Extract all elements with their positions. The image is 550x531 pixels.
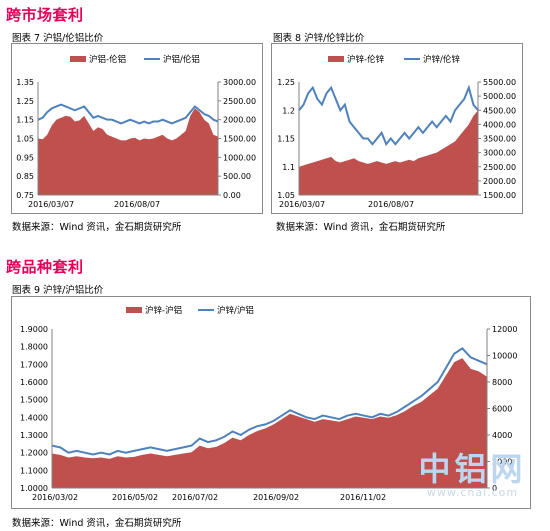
legend-label-area: 沪锌-沪铝: [145, 305, 182, 316]
chart-frame-fig9: 1.0000 1.1000 1.2000 1.3000 1.4000 1.5000 1.60…: [11, 296, 531, 509]
x-tick-label: 2016/05/02: [112, 493, 158, 502]
watermark-logo: 中铝网 www.cnal.com: [418, 450, 527, 499]
y-right-tick-label: 6000: [492, 405, 512, 414]
y-right-tick-label: 0.00: [223, 191, 241, 200]
y-left-tick-label: 0.75: [16, 191, 34, 200]
y-right-tick-label: 2000.00: [223, 116, 256, 125]
y-right-tick-label: 4000: [492, 431, 512, 440]
x-tick-label: 2016/11/02: [340, 493, 386, 502]
x-tick-label: 2016/08/07: [114, 200, 160, 209]
y-left-tick-label: 1.25: [16, 97, 34, 106]
y-right-tick-label: 0: [492, 484, 497, 493]
y-right-tick-label: 8000: [492, 378, 512, 387]
legend-swatch-area: [70, 56, 86, 62]
y-left-tick-label: 1.05: [277, 191, 295, 200]
y-left-tick-label: 1.05: [16, 135, 34, 144]
data-source-bottom: 数据来源：Wind 资讯，金石期货研究所: [12, 518, 182, 529]
y-left-tick-label: 1.1000: [20, 466, 48, 475]
legend-label-line: 沪锌/伦锌: [423, 54, 460, 65]
series-line-fig8: [298, 84, 479, 147]
y-right-tick-label: 4000.00: [483, 120, 516, 129]
y-left-tick-label: 1.5000: [20, 396, 48, 405]
y-right-tick-label: 10000: [492, 352, 517, 361]
x-tick-label: 2016/09/02: [253, 493, 299, 502]
y-right-tick-label: 3000.00: [223, 78, 256, 87]
x-tick-label: 2016/03/07: [28, 200, 74, 209]
legend-label-line: 沪锌/沪铝: [217, 305, 254, 316]
y-right-tick-label: 2500.00: [223, 97, 256, 106]
y-right-tick-label: 2000.00: [483, 177, 516, 186]
legend-swatch-area: [126, 307, 142, 313]
y-left-tick-label: 1.1: [282, 163, 295, 172]
y-right-tick-label: 5000.00: [483, 92, 516, 101]
y-right-tick-label: 3000.00: [483, 149, 516, 158]
y-right-tick-label: 1000.00: [223, 153, 256, 162]
y-left-tick-label: 1.35: [16, 78, 34, 87]
legend-swatch-area: [328, 56, 344, 62]
y-left-tick-label: 1.15: [277, 135, 295, 144]
y-right-tick-label: 12000: [492, 325, 517, 334]
legend-label-area: 沪铝-伦铝: [89, 54, 126, 65]
y-left-tick-label: 1.15: [16, 116, 34, 125]
chart-frame-fig8: 1.05 1.1 1.15 1.2 1.25 1500.00 2000.00 2500.00 3…: [271, 43, 523, 214]
series-area-fig8: [299, 110, 478, 195]
y-right-tick-label: 2000: [492, 458, 512, 467]
y-right-tick-label: 1500.00: [223, 135, 256, 144]
x-tick-label: 2016/03/07: [279, 200, 325, 209]
series-area-fig9: [52, 358, 487, 488]
y-right-tick-label: 2500.00: [483, 163, 516, 172]
y-right-tick-label: 3500.00: [483, 135, 516, 144]
chart-fig9: 1.0000 1.1000 1.2000 1.3000 1.4000 1.5000 1.60…: [20, 305, 517, 502]
y-right-tick-label: 4500.00: [483, 106, 516, 115]
section-title-cross-market: 跨市场套利: [6, 6, 84, 24]
y-left-tick-label: 1.3000: [20, 431, 48, 440]
series-line-fig9: [51, 347, 488, 456]
y-left-tick-label: 1.8000: [20, 343, 48, 352]
y-left-tick-label: 1.9000: [20, 325, 48, 334]
y-left-tick-label: 1.6000: [20, 378, 48, 387]
legend-label-line: 沪铝/伦铝: [163, 54, 200, 65]
chart-frame-fig7: 0.75 0.85 0.95 1.05 1.15 1.25 1.35 0.00 500.00 10…: [11, 43, 263, 214]
y-left-tick-label: 1.7000: [20, 360, 48, 369]
y-left-tick-label: 1.0000: [20, 484, 48, 493]
x-tick-label: 2016/07/02: [172, 493, 218, 502]
data-source-left: 数据来源：Wind 资讯，金石期货研究所: [12, 222, 182, 233]
chart-caption-fig9: 图表 9 沪锌/沪铝比价: [12, 285, 104, 296]
chart-fig7: 0.75 0.85 0.95 1.05 1.15 1.25 1.35 0.00 500.00 10…: [16, 54, 256, 209]
y-left-tick-label: 0.85: [16, 172, 34, 181]
x-tick-label: 2016/08/07: [368, 200, 414, 209]
y-left-tick-label: 0.95: [16, 153, 34, 162]
y-right-tick-label: 5500.00: [483, 78, 516, 87]
y-left-tick-label: 1.2: [282, 106, 295, 115]
series-area-fig7: [38, 108, 218, 195]
legend-label-area: 沪锌-伦锌: [347, 54, 385, 65]
y-right-tick-label: 500.00: [223, 172, 251, 181]
chart-caption-fig7: 图表 7 沪铝/伦铝比价: [12, 33, 104, 44]
y-left-tick-label: 1.25: [277, 78, 295, 87]
chart-caption-fig8: 图表 8 沪锌/伦锌比价: [273, 33, 365, 44]
chart-fig8: 1.05 1.1 1.15 1.2 1.25 1500.00 2000.00 2500.00 3…: [277, 54, 516, 209]
section-title-cross-variety: 跨品种套利: [6, 258, 84, 276]
x-tick-label: 2016/03/02: [32, 493, 78, 502]
y-right-tick-label: 1500.00: [483, 191, 516, 200]
data-source-right: 数据来源：Wind 资讯，金石期货研究所: [276, 222, 446, 233]
y-left-tick-label: 1.2000: [20, 449, 48, 458]
y-left-tick-label: 1.4000: [20, 413, 48, 422]
series-line-fig7: [37, 103, 219, 125]
